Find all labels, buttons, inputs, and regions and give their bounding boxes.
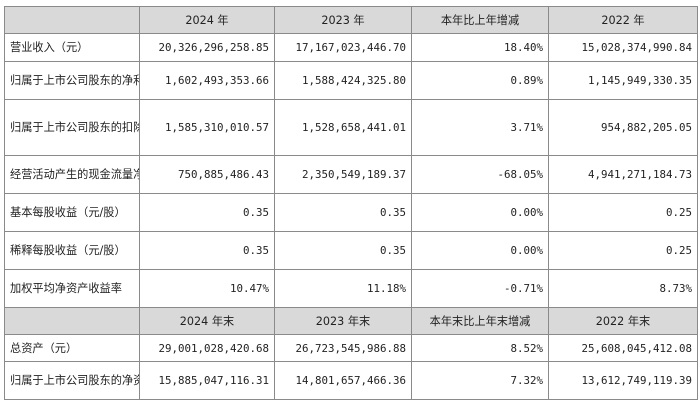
subheader-cell-change: 本年末比上年末增减 [411,307,549,335]
row-label: 营业收入（元） [4,33,140,62]
row-label: 归属于上市公司股东的扣除非经常性损益的净利润（元） [4,99,140,156]
row-label: 稀释每股收益（元/股） [4,231,140,270]
cell-value: 3.71% [411,99,549,156]
table-row: 归属于上市公司股东的净资产（元） 15,885,047,116.31 14,80… [4,361,698,400]
subheader-cell-2023-end: 2023 年末 [274,307,412,335]
row-label: 归属于上市公司股东的净利润（元） [4,61,140,100]
row-label: 归属于上市公司股东的净资产（元） [4,361,140,400]
table-row: 归属于上市公司股东的净利润（元） 1,602,493,353.66 1,588,… [4,61,698,100]
cell-value: 1,528,658,441.01 [274,99,412,156]
subheader-cell-2024-end: 2024 年末 [139,307,275,335]
table-subheader-row: 2024 年末 2023 年末 本年末比上年末增减 2022 年末 [4,307,698,335]
cell-value: 1,602,493,353.66 [139,61,275,100]
cell-value: 0.35 [274,231,412,270]
cell-value: 0.35 [139,231,275,270]
table-row: 加权平均净资产收益率 10.47% 11.18% -0.71% 8.73% [4,269,698,308]
row-label: 经营活动产生的现金流量净额（元） [4,155,140,194]
header-corner-cell [4,6,140,34]
cell-value: 2,350,549,189.37 [274,155,412,194]
header-cell-2024: 2024 年 [139,6,275,34]
row-label: 总资产（元） [4,334,140,362]
cell-value: 13,612,749,119.39 [548,361,698,400]
cell-value: 0.35 [139,193,275,232]
subheader-corner-cell [4,307,140,335]
cell-value: 11.18% [274,269,412,308]
cell-value: 0.00% [411,231,549,270]
table-row: 归属于上市公司股东的扣除非经常性损益的净利润（元） 1,585,310,010.… [4,99,698,156]
cell-value: 1,145,949,330.35 [548,61,698,100]
cell-value: 1,585,310,010.57 [139,99,275,156]
cell-value: 1,588,424,325.80 [274,61,412,100]
table-row: 营业收入（元） 20,326,296,258.85 17,167,023,446… [4,33,698,62]
cell-value: 8.73% [548,269,698,308]
cell-value: -68.05% [411,155,549,194]
cell-value: 26,723,545,986.88 [274,334,412,362]
header-cell-2023: 2023 年 [274,6,412,34]
cell-value: 4,941,271,184.73 [548,155,698,194]
cell-value: 20,326,296,258.85 [139,33,275,62]
cell-value: 0.25 [548,193,698,232]
cell-value: 0.00% [411,193,549,232]
cell-value: 14,801,657,466.36 [274,361,412,400]
table-row: 基本每股收益（元/股） 0.35 0.35 0.00% 0.25 [4,193,698,232]
cell-value: 0.25 [548,231,698,270]
header-cell-change: 本年比上年增减 [411,6,549,34]
cell-value: 8.52% [411,334,549,362]
row-label: 基本每股收益（元/股） [4,193,140,232]
cell-value: 18.40% [411,33,549,62]
cell-value: 7.32% [411,361,549,400]
cell-value: 0.89% [411,61,549,100]
cell-value: 17,167,023,446.70 [274,33,412,62]
cell-value: 15,028,374,990.84 [548,33,698,62]
table-row: 经营活动产生的现金流量净额（元） 750,885,486.43 2,350,54… [4,155,698,194]
cell-value: 15,885,047,116.31 [139,361,275,400]
table-header-row: 2024 年 2023 年 本年比上年增减 2022 年 [4,6,698,34]
cell-value: 0.35 [274,193,412,232]
cell-value: 10.47% [139,269,275,308]
row-label: 加权平均净资产收益率 [4,269,140,308]
table-row: 总资产（元） 29,001,028,420.68 26,723,545,986.… [4,334,698,362]
cell-value: 954,882,205.05 [548,99,698,156]
cell-value: 750,885,486.43 [139,155,275,194]
cell-value: 29,001,028,420.68 [139,334,275,362]
subheader-cell-2022-end: 2022 年末 [548,307,698,335]
table-row: 稀释每股收益（元/股） 0.35 0.35 0.00% 0.25 [4,231,698,270]
cell-value: -0.71% [411,269,549,308]
cell-value: 25,608,045,412.08 [548,334,698,362]
header-cell-2022: 2022 年 [548,6,698,34]
key-financial-indicators-table: 2024 年 2023 年 本年比上年增减 2022 年 营业收入（元） 20,… [4,6,698,400]
